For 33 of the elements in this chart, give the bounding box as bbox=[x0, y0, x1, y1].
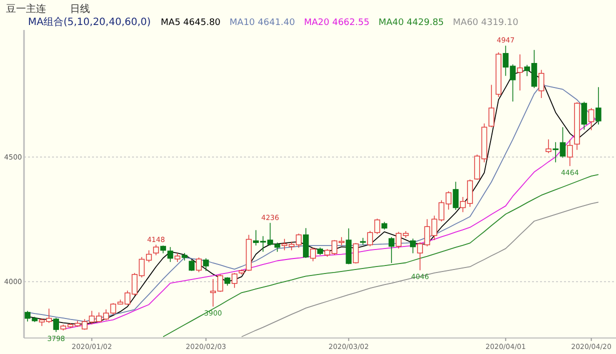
candlestick bbox=[388, 236, 394, 264]
candlestick bbox=[188, 260, 195, 272]
legend-title: MA组合(5,10,20,40,60,0) bbox=[28, 16, 151, 28]
candlestick bbox=[596, 86, 602, 125]
candlestick bbox=[588, 108, 594, 131]
candlestick bbox=[153, 244, 159, 256]
candlestick bbox=[546, 138, 552, 154]
text: MA20 4662.55 bbox=[304, 18, 370, 28]
text: MA10 4641.40 bbox=[230, 18, 296, 28]
candlestick bbox=[232, 272, 238, 288]
candlestick bbox=[203, 258, 209, 272]
candlestick bbox=[452, 181, 459, 210]
candlestick bbox=[581, 101, 588, 130]
chart-title: 豆一主连 bbox=[6, 3, 46, 15]
candlestick bbox=[410, 238, 416, 254]
chart-subtitle: 日线 bbox=[70, 3, 90, 15]
candlestick bbox=[196, 257, 202, 273]
candlestick bbox=[346, 228, 352, 265]
candlestick bbox=[517, 54, 523, 91]
text: MA5 4645.80 bbox=[160, 18, 221, 28]
candlestick bbox=[360, 237, 366, 246]
candlestick bbox=[488, 84, 494, 128]
candlestick bbox=[566, 139, 573, 166]
candlestick bbox=[352, 242, 359, 264]
candlestick bbox=[53, 317, 60, 332]
text: MA40 4429.85 bbox=[378, 18, 444, 28]
candlestick bbox=[302, 228, 309, 258]
candlestick bbox=[167, 246, 174, 262]
text: MA60 4319.10 bbox=[452, 18, 519, 28]
candlestick bbox=[310, 247, 316, 262]
line-series bbox=[162, 174, 599, 338]
candlestick bbox=[538, 69, 544, 98]
line-series bbox=[241, 202, 599, 338]
